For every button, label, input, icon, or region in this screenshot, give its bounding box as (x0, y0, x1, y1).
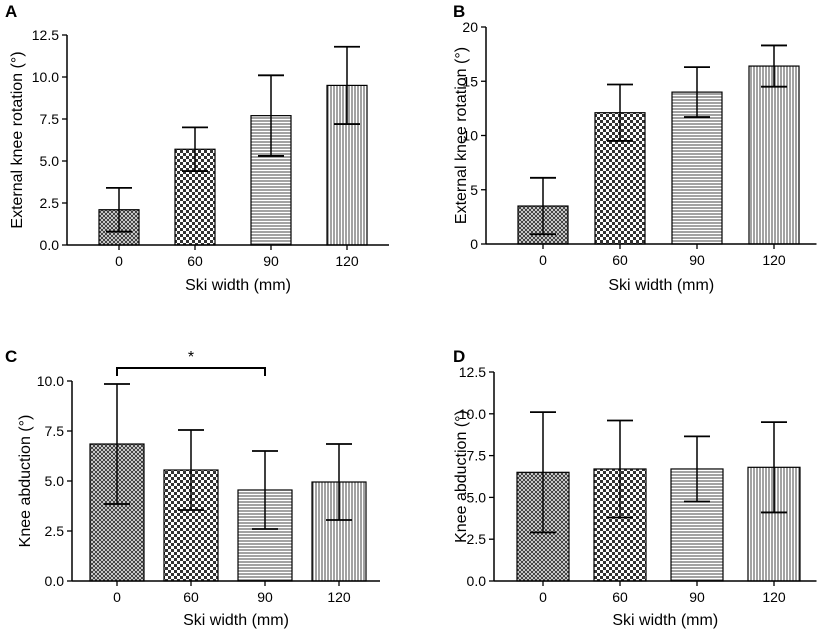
y-tick-label: 10.0 (32, 69, 59, 85)
y-tick-label: 0.0 (40, 237, 60, 253)
y-tick-label: 7.5 (467, 448, 487, 464)
chart-panel-c: C 0.0 2.5 5.0 7.5 10.0 0 60 90 120 Ski width (mm) K… (5, 347, 380, 629)
x-axis-label: Ski width (mm) (612, 612, 718, 629)
y-tick-label: 5.0 (467, 489, 487, 505)
chart-panel-a: A 0.0 2.5 5.0 7.5 10.0 12.5 0 60 90 120 Ski width (… (5, 2, 389, 294)
significance-bracket (116, 367, 266, 376)
y-tick-label: 2.5 (467, 531, 487, 547)
x-tick-label: 60 (612, 252, 628, 268)
y-tick-label: 0.0 (45, 573, 65, 589)
y-axis-label: External knee rotation (°) (9, 51, 26, 228)
y-tick-label: 15 (462, 73, 478, 89)
panel-letter: C (5, 347, 17, 366)
x-axis-label: Ski width (mm) (185, 277, 291, 294)
x-tick-label: 120 (327, 589, 351, 605)
bar (748, 65, 800, 245)
x-axis-label: Ski width (mm) (183, 612, 289, 629)
y-tick-label: 7.5 (40, 111, 60, 127)
x-tick-label: 90 (689, 252, 705, 268)
significance-marker: * (188, 349, 194, 366)
y-tick-label: 10 (462, 128, 478, 144)
y-tick-label: 2.5 (45, 523, 65, 539)
y-axis-label: Knee abduction (°) (17, 415, 34, 548)
y-axis-label: External knee rotation (°) (453, 47, 470, 224)
x-tick-label: 60 (183, 589, 199, 605)
y-tick-label: 0 (470, 236, 478, 252)
x-tick-label: 120 (762, 589, 786, 605)
y-tick-label: 20 (462, 19, 478, 35)
x-axis-label: Ski width (mm) (608, 277, 714, 294)
bar (747, 466, 801, 582)
x-tick-label: 60 (612, 589, 628, 605)
x-tick-label: 0 (539, 252, 547, 268)
panel-letter: A (5, 2, 17, 21)
y-tick-label: 10.0 (459, 406, 486, 422)
x-tick-label: 0 (115, 253, 123, 269)
x-tick-label: 90 (689, 589, 705, 605)
chart-panel-b: B 0 5 10 15 20 0 60 90 120 Ski width (mm) External … (453, 2, 817, 294)
x-tick-label: 120 (762, 252, 786, 268)
x-tick-label: 90 (263, 253, 279, 269)
x-tick-label: 120 (335, 253, 359, 269)
y-tick-label: 5.0 (40, 153, 60, 169)
panel-letter: B (453, 2, 465, 21)
x-tick-label: 60 (187, 253, 203, 269)
x-tick-label: 0 (539, 589, 547, 605)
y-tick-label: 12.5 (459, 364, 486, 380)
y-tick-label: 2.5 (40, 195, 60, 211)
y-axis-label: Knee abduction (°) (453, 410, 470, 543)
panel-letter: D (453, 347, 465, 366)
y-tick-label: 7.5 (45, 423, 65, 439)
y-tick-label: 10.0 (37, 373, 64, 389)
x-tick-label: 90 (257, 589, 273, 605)
y-tick-label: 5 (470, 182, 478, 198)
y-tick-label: 5.0 (45, 473, 65, 489)
y-tick-label: 0.0 (467, 573, 487, 589)
x-tick-label: 0 (113, 589, 121, 605)
chart-panel-d: D 0.0 2.5 5.0 7.5 10.0 12.5 0 60 90 120 Ski width (… (453, 347, 817, 629)
y-tick-label: 12.5 (32, 27, 59, 43)
